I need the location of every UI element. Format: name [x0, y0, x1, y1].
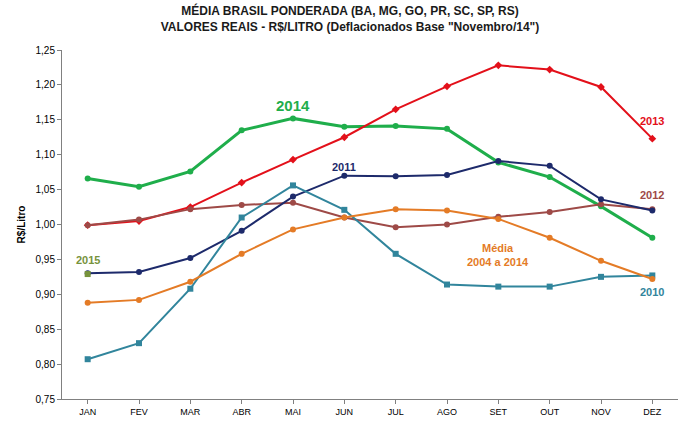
svg-text:MAR: MAR	[180, 407, 201, 417]
svg-text:1,05: 1,05	[36, 184, 56, 195]
svg-text:JAN: JAN	[79, 407, 96, 417]
svg-text:JUN: JUN	[336, 407, 354, 417]
svg-text:2014: 2014	[276, 97, 310, 114]
svg-text:NOV: NOV	[591, 407, 611, 417]
svg-text:MAI: MAI	[285, 407, 301, 417]
svg-text:1,00: 1,00	[36, 219, 56, 230]
svg-text:SET: SET	[490, 407, 508, 417]
svg-text:2010: 2010	[640, 286, 664, 298]
svg-text:1,25: 1,25	[36, 45, 56, 56]
svg-text:2011: 2011	[332, 161, 356, 173]
svg-text:MÉDIA BRASIL PONDERADA (BA, MG: MÉDIA BRASIL PONDERADA (BA, MG, GO, PR, …	[161, 3, 540, 34]
svg-text:0,75: 0,75	[36, 394, 56, 405]
svg-text:0,90: 0,90	[36, 289, 56, 300]
svg-text:R$/Litro: R$/Litro	[16, 206, 27, 244]
svg-text:OUT: OUT	[540, 407, 560, 417]
svg-text:FEV: FEV	[130, 407, 148, 417]
svg-text:1,15: 1,15	[36, 114, 56, 125]
svg-text:1,10: 1,10	[36, 149, 56, 160]
svg-text:1,20: 1,20	[36, 79, 56, 90]
svg-text:JUL: JUL	[388, 407, 404, 417]
svg-text:Média2004 a 2014: Média2004 a 2014	[467, 242, 529, 268]
svg-text:2012: 2012	[640, 189, 664, 201]
svg-text:DEZ: DEZ	[643, 407, 662, 417]
svg-text:2013: 2013	[640, 115, 664, 127]
svg-text:AGO: AGO	[437, 407, 457, 417]
svg-text:0,85: 0,85	[36, 324, 56, 335]
svg-text:2015: 2015	[76, 254, 100, 266]
svg-text:0,95: 0,95	[36, 254, 56, 265]
svg-text:ABR: ABR	[232, 407, 251, 417]
svg-text:0,80: 0,80	[36, 359, 56, 370]
